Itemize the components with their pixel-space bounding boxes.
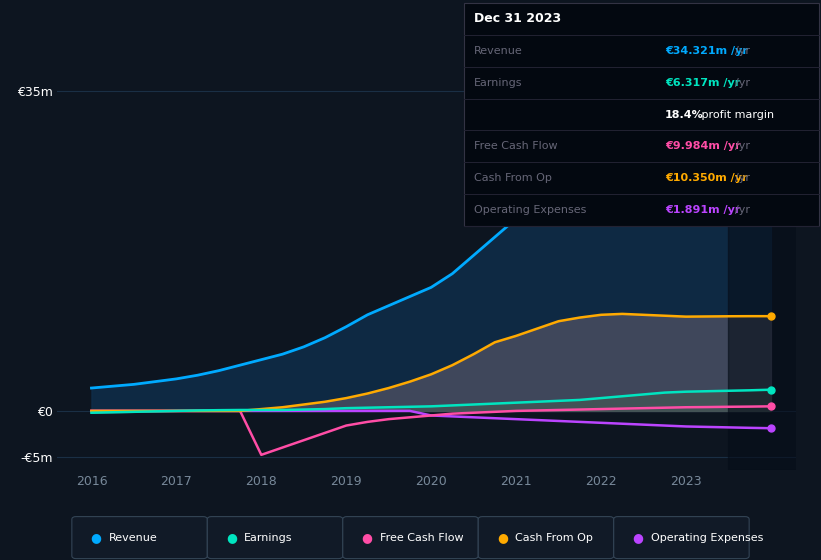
Text: /yr: /yr [735,174,750,183]
Text: /yr: /yr [735,206,750,215]
Text: Free Cash Flow: Free Cash Flow [474,142,557,151]
Text: ●: ● [497,531,508,544]
Text: Earnings: Earnings [245,533,293,543]
Text: /yr: /yr [735,46,750,55]
Text: Revenue: Revenue [108,533,158,543]
Text: €34.321m /yr: €34.321m /yr [665,46,748,55]
Text: Cash From Op: Cash From Op [516,533,593,543]
Text: €9.984m /yr: €9.984m /yr [665,142,741,151]
Text: Dec 31 2023: Dec 31 2023 [474,12,561,25]
Text: ●: ● [90,531,102,544]
Text: ●: ● [226,531,237,544]
Text: €10.350m /yr: €10.350m /yr [665,174,747,183]
Text: Free Cash Flow: Free Cash Flow [380,533,463,543]
Text: Operating Expenses: Operating Expenses [474,206,586,215]
Text: /yr: /yr [735,142,750,151]
Text: €1.891m /yr: €1.891m /yr [665,206,741,215]
Text: Cash From Op: Cash From Op [474,174,552,183]
Text: 18.4%: 18.4% [665,110,704,119]
Text: ●: ● [362,531,373,544]
Text: ●: ● [632,531,644,544]
Text: €6.317m /yr: €6.317m /yr [665,78,741,87]
Text: Operating Expenses: Operating Expenses [650,533,763,543]
Bar [728,45,814,470]
Text: Earnings: Earnings [474,78,522,87]
Text: profit margin: profit margin [698,110,774,119]
Text: /yr: /yr [735,78,750,87]
Text: Revenue: Revenue [474,46,522,55]
